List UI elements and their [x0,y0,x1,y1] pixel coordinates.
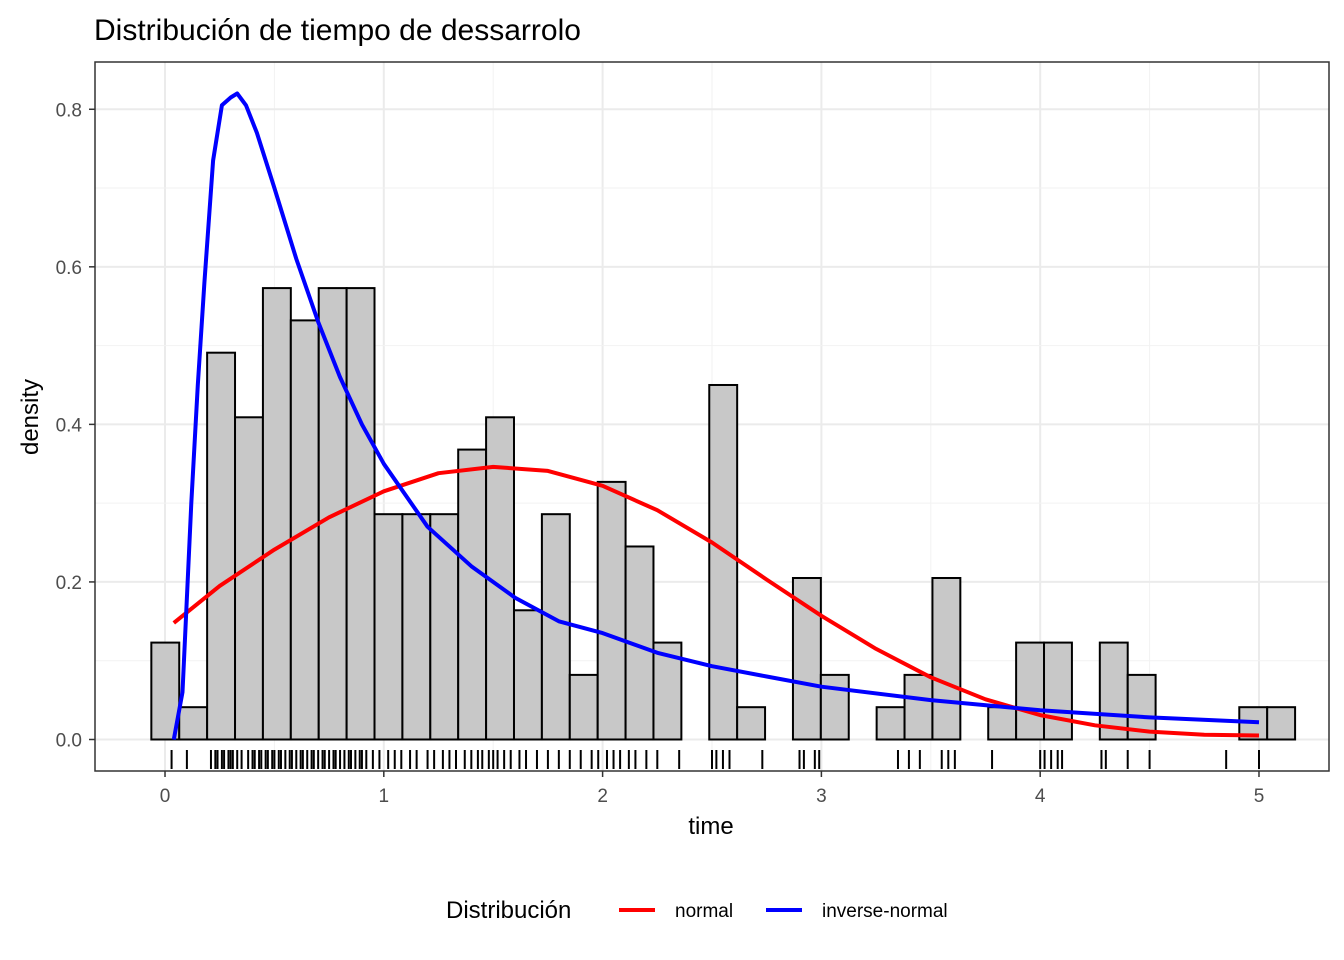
axes: 0 1 2 3 4 5 0.0 0.2 0.4 0.6 0.8 [56,100,1265,807]
y-axis-tick-label: 0.2 [56,573,82,594]
histogram-bar [345,287,376,741]
x-axis-tick-label: 1 [379,786,390,807]
histogram-bar [596,480,627,741]
y-axis-label: density [17,379,44,455]
histogram-bar [261,287,292,741]
x-axis-tick-label: 3 [816,786,827,807]
histogram-bar [931,576,962,741]
histogram-bar [401,513,432,741]
histogram-bar [1098,641,1129,741]
x-axis-tick-label: 4 [1035,786,1046,807]
y-axis-tick-label: 0.0 [56,730,82,751]
histogram-bar [568,673,599,741]
histogram-bar [540,513,571,741]
y-axis-tick-label: 0.4 [56,415,83,436]
legend-label-inverse-normal: inverse-normal [822,901,948,922]
density-lines [171,91,1260,740]
histogram-bar [512,609,543,741]
x-axis-tick-label: 0 [160,786,171,807]
histogram-bar [903,673,934,741]
x-axis-label: time [688,813,733,840]
legend-label-normal: normal [675,901,733,922]
histogram-bar [1015,641,1046,741]
chart-title: Distribución de tiempo de dessarrolo [94,14,581,47]
y-axis-tick-label: 0.8 [56,100,82,121]
histogram-bar [234,416,264,741]
histogram-bar [987,706,1018,741]
x-axis-tick-label: 2 [597,786,608,807]
histogram-bar [178,706,209,741]
histogram-bar [1266,706,1297,741]
histogram-bar [373,513,404,741]
density-line-inverse-normal [171,91,1260,740]
y-axis-tick-label: 0.6 [56,258,82,279]
histogram-bar [457,448,488,741]
histogram-bar [708,383,739,741]
histogram-bar [875,706,906,741]
histogram-bar [819,673,850,741]
histogram-bar [150,641,181,741]
density-line-normal [172,464,1260,738]
legend-title: Distribución [446,897,571,924]
histogram-bar [791,576,822,741]
legend: Distribución normal inverse-normal [446,897,948,924]
rug-marks [170,750,1260,769]
panel-border-rect [94,61,1330,772]
histogram-bar [1043,641,1073,741]
histogram-bar [206,351,237,741]
x-axis-tick-label: 5 [1254,786,1265,807]
histogram-bar [736,706,767,741]
plot-panel-border [94,61,1330,772]
